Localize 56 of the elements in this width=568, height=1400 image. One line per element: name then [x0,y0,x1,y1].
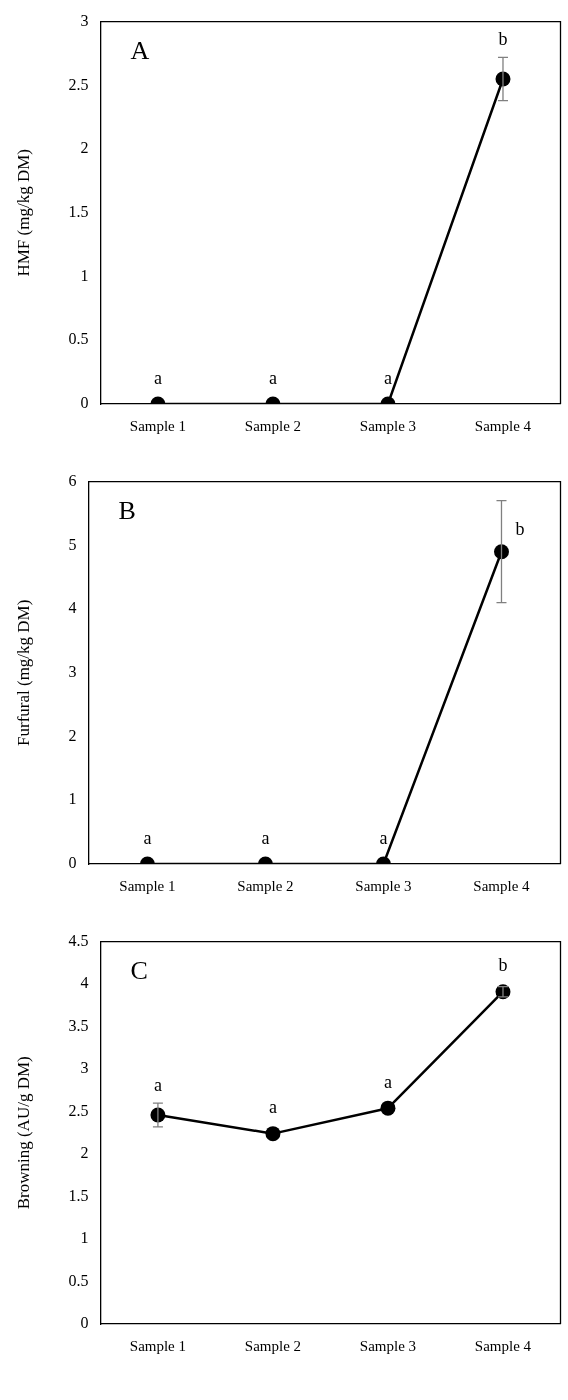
y-tick-label: 2 [68,726,77,744]
y-tick-label: 2 [80,1144,89,1162]
y-tick-label: 0.5 [68,1271,89,1289]
y-axis-title: HMF (mg/kg DM) [13,149,33,277]
y-tick-label: 1.5 [68,203,89,220]
y-tick-label: 5 [68,535,77,553]
y-tick-label: 3 [80,11,89,29]
annotation: a [153,1074,162,1095]
y-tick-label: 4 [80,974,89,992]
y-tick-label: 1 [80,266,89,284]
x-tick-label: Sample 4 [473,877,531,894]
y-tick-label: 2.5 [68,75,89,93]
annotation: a [379,827,388,848]
x-tick-label: Sample 1 [129,417,187,434]
text: C [130,956,148,986]
x-tick-label: Sample 2 [244,417,302,434]
annotation: b [498,29,508,50]
y-tick-label: 2 [80,139,89,157]
y-axis-title: Browning (AU/g DM) [13,1056,33,1210]
text: B [118,496,136,526]
point [265,1126,281,1142]
x-tick-label: Sample 3 [359,417,417,434]
y-tick-label: 0 [80,1314,89,1332]
y-axis-title: Furfural (mg/kg DM) [13,599,33,746]
x-tick-label: Sample 3 [359,1337,417,1354]
annotation: a [153,367,162,388]
annotation: b [515,519,525,540]
y-tick-label: 4 [68,599,77,617]
y-tick-label: 3 [80,1059,89,1077]
point [380,1100,396,1116]
annotation: a [268,367,277,388]
annotation: b [498,955,508,976]
x-tick-label: Sample 4 [474,1337,532,1354]
y-tick-label: 1 [68,790,77,808]
y-tick-label: 0.5 [68,330,89,348]
y-tick-label: 3 [68,663,77,680]
x-tick-label: Sample 1 [119,877,176,894]
x-tick-label: Sample 4 [474,417,532,434]
y-tick-label: 0 [80,394,89,412]
x-tick-label: Sample 2 [237,877,294,894]
text: A [130,36,150,66]
annotation: a [268,1097,277,1118]
annotation: a [261,827,270,848]
x-tick-label: Sample 3 [355,877,412,894]
y-tick-label: 2.5 [68,1101,89,1119]
y-tick-label: 1.5 [68,1186,89,1204]
y-tick-label: 3.5 [68,1016,89,1034]
x-tick-label: Sample 1 [129,1337,187,1354]
x-tick-label: Sample 2 [244,1337,302,1354]
y-tick-label: 4.5 [68,931,89,949]
annotation: a [383,367,392,388]
annotation: a [383,1071,392,1092]
y-tick-label: 1 [80,1229,89,1247]
y-tick-label: 6 [68,471,77,489]
annotation: a [143,827,152,848]
y-tick-label: 0 [68,854,77,872]
